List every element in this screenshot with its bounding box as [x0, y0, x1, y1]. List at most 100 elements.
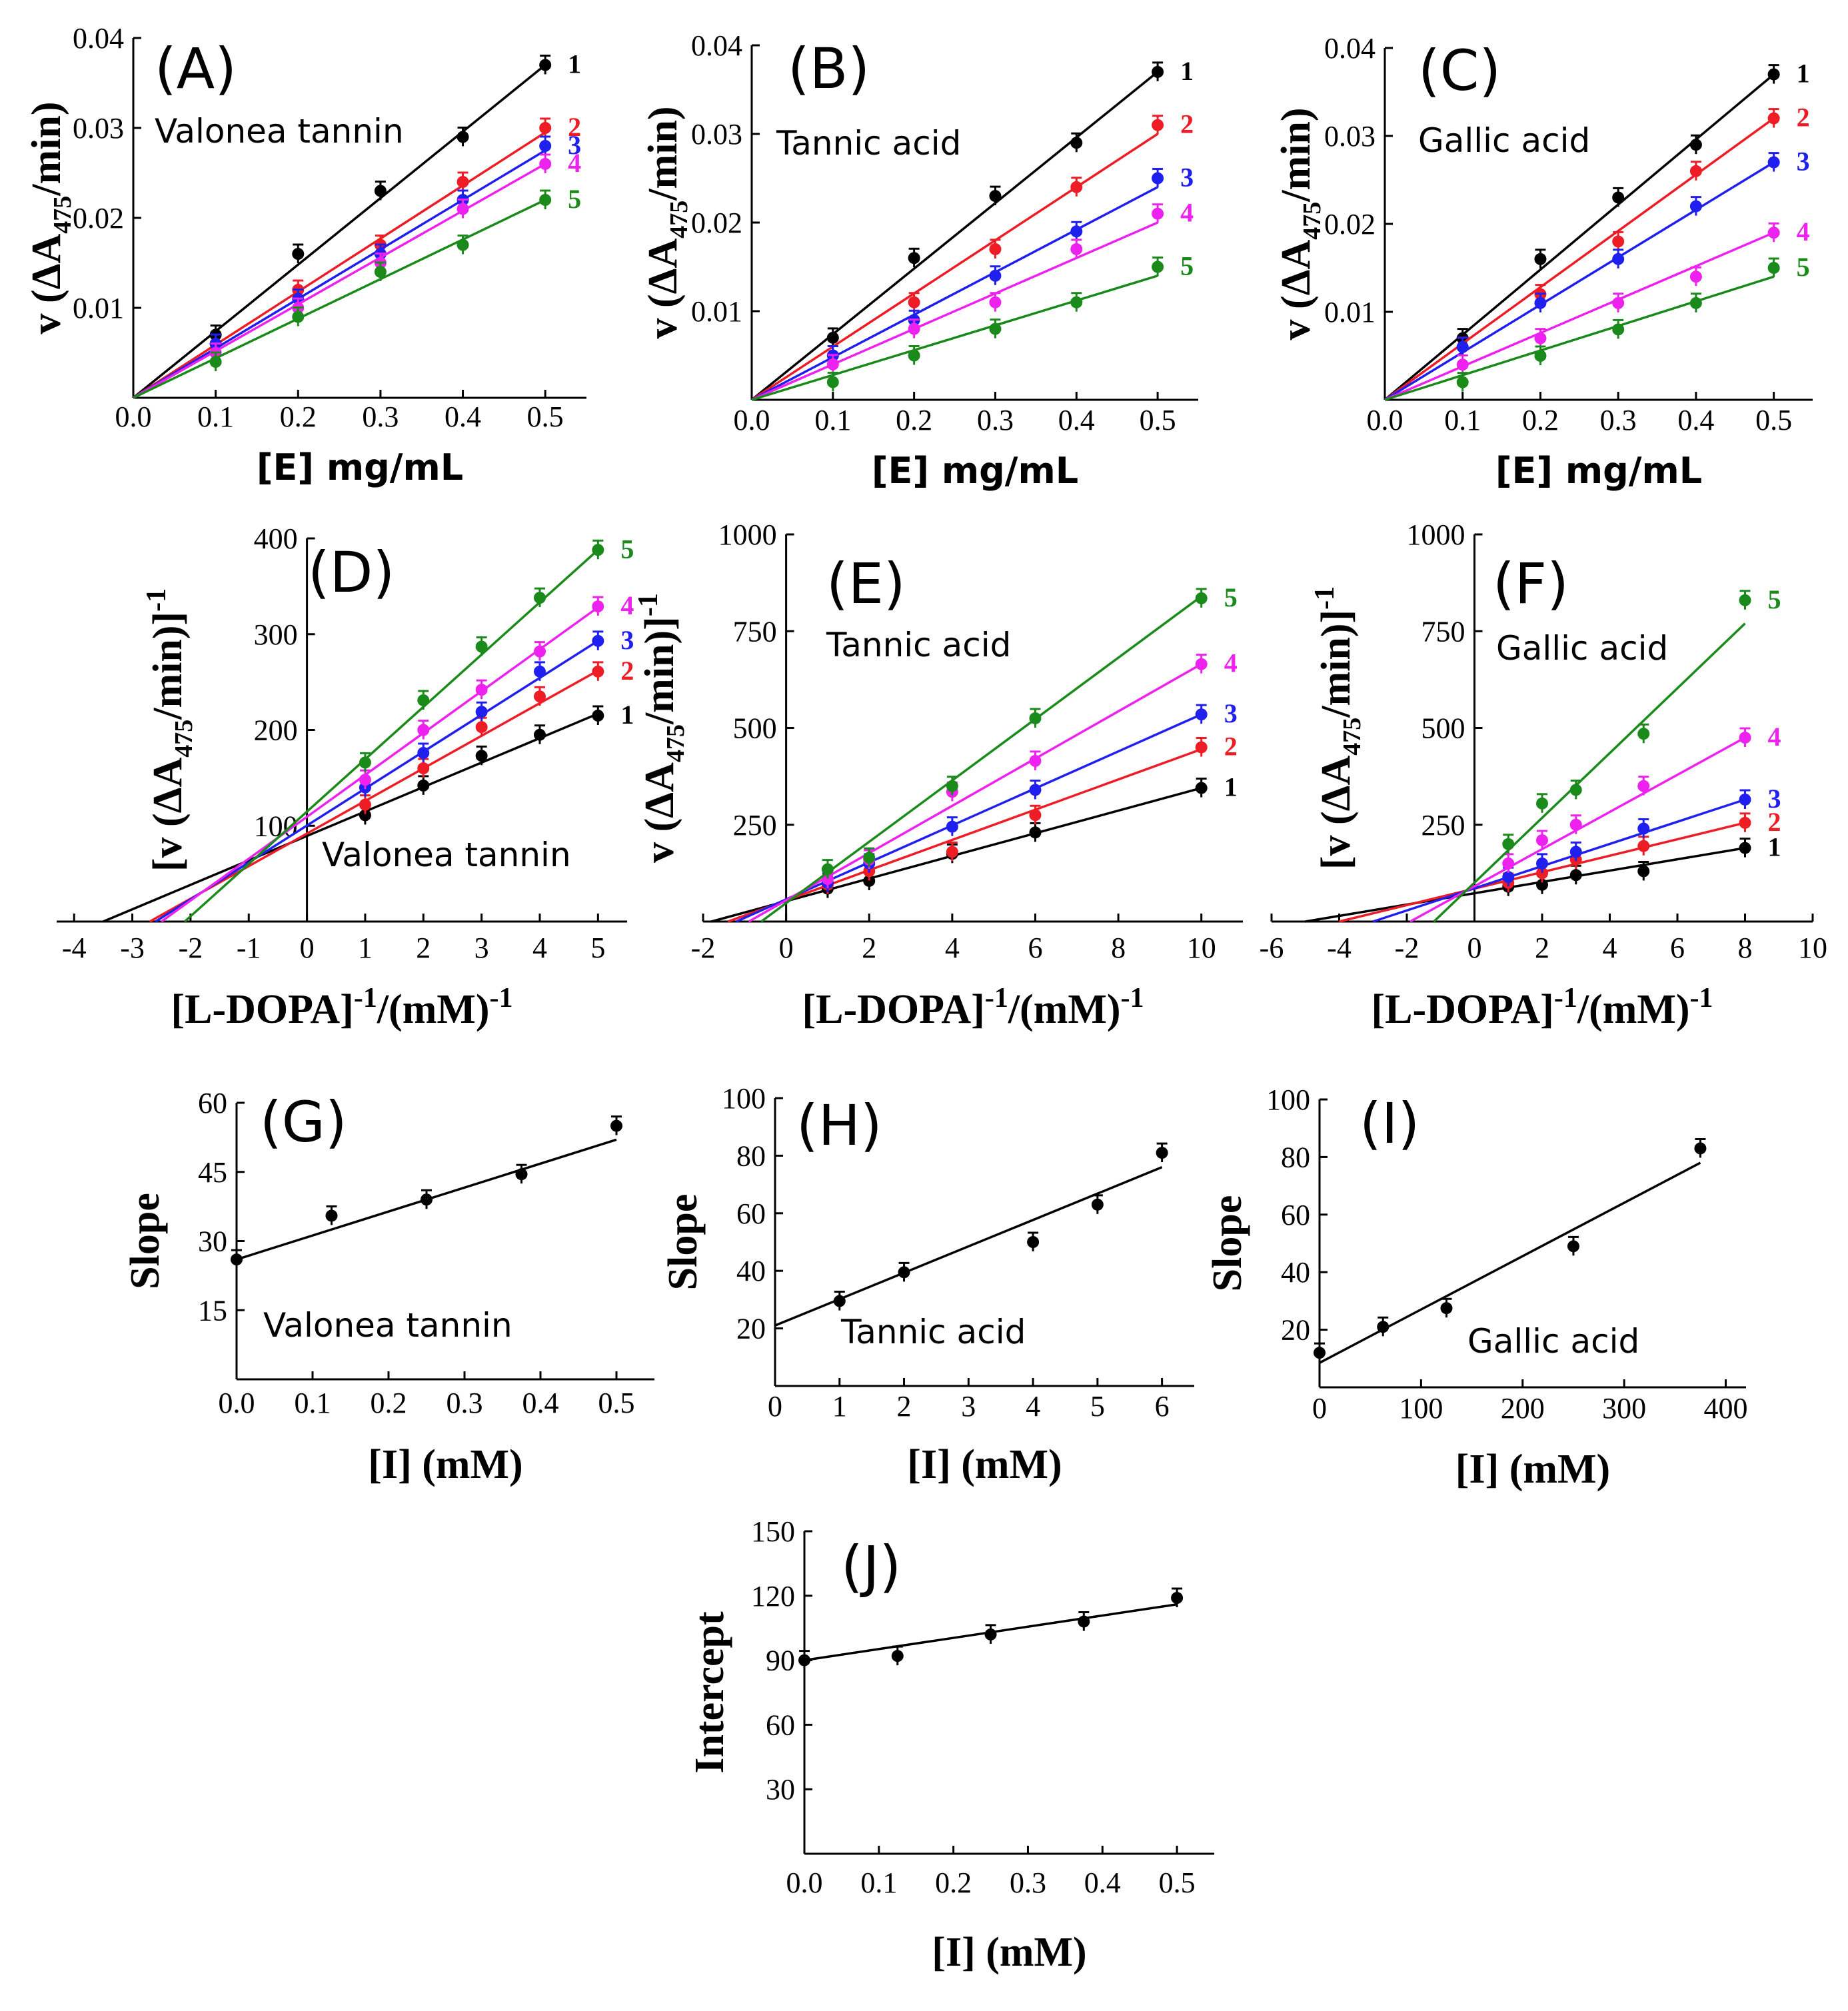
fit-line-4 [133, 163, 546, 399]
data-point [533, 728, 546, 741]
x-axis-label-main: [L-DOPA] [171, 987, 353, 1032]
series-id-label: 5 [1768, 584, 1781, 614]
x-axis-label-main: [E] mg/mL [257, 446, 463, 488]
fit-line-5 [760, 595, 1202, 923]
x-tick-label: 5 [590, 932, 605, 964]
data-point [1195, 708, 1208, 721]
x-tick-label: 3 [961, 1390, 976, 1423]
data-point [592, 665, 604, 678]
x-tick-label: 0.0 [219, 1387, 255, 1419]
series-id-label: 1 [1180, 56, 1194, 86]
x-tick-label: 6 [1670, 932, 1685, 964]
data-point [1536, 878, 1548, 891]
panel-annotation: Tannic acid [776, 124, 961, 163]
data-point [1689, 165, 1702, 177]
y-tick-label: 60 [198, 1087, 227, 1119]
data-point [1536, 857, 1548, 870]
data-point [539, 140, 552, 152]
x-axis-label: [I] (mM) [368, 1442, 522, 1487]
x-tick-label: 4 [1026, 1390, 1040, 1423]
data-point [421, 1193, 433, 1206]
panel-label: (B) [788, 36, 870, 101]
y-tick-label: 40 [1281, 1256, 1310, 1289]
panel-annotation: Tannic acid [826, 626, 1011, 664]
fit-line-2 [751, 133, 1159, 401]
panel-annotation: Gallic acid [1467, 1322, 1639, 1361]
data-point [533, 690, 546, 703]
x-axis-label: [L-DOPA]-1/(mM)-1 [171, 983, 512, 1032]
data-point [946, 820, 958, 833]
panel-label: (H) [796, 1093, 882, 1158]
data-point [1070, 181, 1083, 193]
y-tick-label: 0.02 [691, 207, 742, 239]
data-point [1534, 350, 1547, 362]
x-tick-label: -2 [691, 932, 716, 964]
x-tick-label: 8 [1738, 932, 1753, 964]
data-point [898, 1266, 910, 1279]
series-id-label: 2 [1180, 109, 1194, 139]
data-point [1739, 816, 1751, 829]
data-point [1314, 1347, 1326, 1359]
data-point [826, 358, 839, 370]
panel-annotation: Valonea tannin [322, 836, 571, 874]
x-axis-label-main: [L-DOPA] [802, 987, 984, 1032]
x-tick-label: 0.4 [1058, 404, 1095, 436]
data-point [475, 684, 488, 696]
data-point [1569, 818, 1582, 831]
data-point [1456, 340, 1469, 353]
data-point [908, 323, 920, 335]
fit-line-3 [155, 640, 599, 923]
x-tick-label: 0.5 [1140, 404, 1176, 436]
x-tick-label: 0 [300, 932, 315, 964]
y-tick-label: 750 [1421, 615, 1465, 648]
data-point [1195, 782, 1208, 794]
fit-line-5 [1384, 275, 1775, 401]
x-tick-label: 0.2 [896, 404, 932, 436]
data-point [417, 694, 430, 706]
x-tick-label: 0.5 [1755, 404, 1792, 436]
x-tick-label: 0.4 [445, 400, 481, 433]
panel-label: (A) [155, 36, 237, 101]
series-id-label: 3 [620, 625, 634, 655]
x-tick-label: 4 [945, 932, 960, 964]
y-tick-label: 300 [254, 618, 298, 651]
data-point [457, 239, 469, 251]
data-point [359, 809, 371, 822]
data-point [1070, 296, 1083, 309]
x-tick-label: 0.3 [362, 400, 399, 433]
data-point [826, 376, 839, 388]
data-point [359, 774, 371, 786]
data-point [231, 1253, 243, 1266]
y-tick-label: 400 [254, 522, 298, 555]
y-tick-label: 100 [1266, 1083, 1310, 1116]
y-axis-label-sub: 475 [49, 196, 77, 234]
y-axis-label-sub: 475 [662, 724, 690, 762]
x-axis-label-main: [E] mg/mL [1495, 450, 1702, 492]
data-point [417, 779, 430, 792]
data-point [1689, 297, 1702, 309]
panel-label: (D) [308, 540, 395, 605]
x-tick-label: 0.1 [1444, 404, 1481, 436]
x-tick-label: 100 [1399, 1392, 1443, 1425]
y-axis-label: [v (ΔA475/min)]-1 [141, 588, 198, 872]
data-point [1569, 784, 1582, 796]
data-point [1171, 1592, 1184, 1605]
panel-j: 0.0 0.1 0.2 0.3 0.4 0.5 30 60 90 120 150 (J) [I] (mM… [687, 1515, 1214, 1975]
data-point [1536, 797, 1548, 810]
data-point [1612, 253, 1625, 265]
data-point [1070, 225, 1083, 238]
series-id-label: 2 [1224, 732, 1238, 762]
x-tick-label: 2 [862, 932, 876, 964]
series-id-label: 3 [568, 130, 581, 160]
series-id-label: 4 [1224, 648, 1238, 678]
x-tick-label: 0.5 [527, 400, 564, 433]
panel-e: -2 0 2 4 6 8 10 250 500 750 1000 1 2 3 4 5 (E) Tannic aci… [633, 518, 1243, 1032]
data-point [1637, 840, 1650, 852]
y-axis-label-suffix: /min) [24, 101, 69, 196]
y-axis-label-sub: 475 [1298, 202, 1326, 240]
y-tick-label: 20 [1281, 1314, 1310, 1347]
panel-d: -4 -3 -2 -1 0 1 2 3 4 510020030040012345(D)Valone… [57, 522, 634, 1032]
y-axis-label-main: Slope [1205, 1195, 1250, 1292]
y-axis-label-main: [v (ΔA [1314, 756, 1359, 870]
